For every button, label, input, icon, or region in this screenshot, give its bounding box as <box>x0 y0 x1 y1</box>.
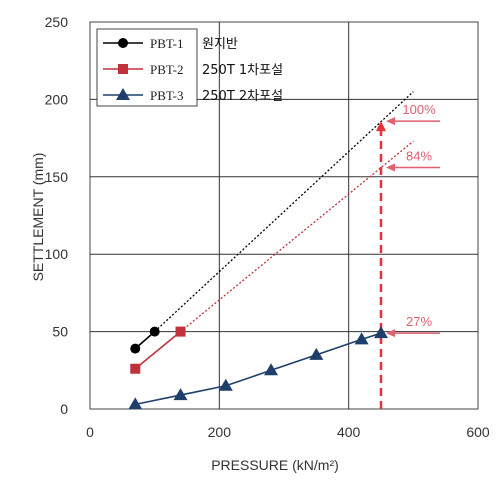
legend-entry-3: PBT-3 250T 2차포설 <box>103 88 283 104</box>
legend-series-name: PBT-2 <box>150 62 183 77</box>
annotations: 100% 84% 27% <box>386 102 440 338</box>
y-tick-label-150: 150 <box>45 169 69 185</box>
x-tick-labels: 0 200 400 600 <box>86 424 490 440</box>
plot-marks <box>128 91 414 409</box>
series-1-point-1 <box>130 343 141 354</box>
series-3-point-5 <box>309 347 324 360</box>
y-tick-label-100: 100 <box>45 246 69 262</box>
series-3-point-1 <box>128 397 143 409</box>
annotation-label: 100% <box>402 102 436 117</box>
series-2-line <box>134 330 182 370</box>
legend-entry-2: PBT-2 250T 1차포설 <box>103 62 283 78</box>
legend: PBT-1 원지반 PBT-2 250T 1차포설 PBT-3 250T 2차포설 <box>96 28 283 107</box>
legend-series-description: 원지반 <box>202 37 238 52</box>
legend-entries: PBT-1 원지반 PBT-2 250T 1차포설 PBT-3 250T 2차포설 <box>103 36 283 104</box>
annotation-label: 84% <box>406 149 432 164</box>
series-3-point-2 <box>173 388 188 401</box>
legend-series-name: PBT-3 <box>150 88 183 103</box>
x-tick-label-0: 0 <box>86 424 94 440</box>
y-tick-label-250: 250 <box>45 14 69 30</box>
reference-arrowhead <box>376 121 386 132</box>
series-2 <box>130 326 186 374</box>
series-3-point-6 <box>354 332 369 345</box>
legend-series-name: PBT-1 <box>150 36 183 51</box>
y-tick-label-0: 0 <box>60 401 68 417</box>
legend-swatch-marker <box>118 38 128 48</box>
legend-box <box>96 28 198 107</box>
series-2-point-2 <box>175 326 186 337</box>
series-3-point-3 <box>218 378 233 391</box>
y-tick-label-50: 50 <box>52 324 68 340</box>
legend-swatch-marker <box>118 64 128 74</box>
x-tick-label-200: 200 <box>208 424 232 440</box>
annotation-arrowhead <box>386 163 395 172</box>
series-3-point-4 <box>264 363 279 376</box>
legend-series-description: 250T 2차포설 <box>202 89 283 104</box>
series-1 <box>130 326 160 354</box>
series-1-point-2 <box>149 326 160 337</box>
x-tick-label-400: 400 <box>337 424 361 440</box>
annotation-label: 27% <box>406 314 432 329</box>
series-2-point-1 <box>130 363 141 374</box>
series-3-point-7 <box>374 326 388 339</box>
y-axis-title: SETTLEMENT (mm) <box>30 153 46 282</box>
legend-entry-1: PBT-1 원지반 <box>103 36 238 52</box>
legend-swatch-marker <box>116 88 130 100</box>
series-1-extrapolation <box>154 91 414 333</box>
annotation-1: 100% <box>386 102 440 126</box>
y-tick-label-200: 200 <box>45 91 69 107</box>
y-tick-labels: 0 50 100 150 200 250 <box>45 14 69 417</box>
annotation-arrowhead <box>386 117 395 126</box>
legend-series-description: 250T 1차포설 <box>202 63 283 78</box>
annotation-2: 84% <box>386 149 440 172</box>
annotation-arrowhead <box>386 329 395 338</box>
x-axis-title: PRESSURE (kN/m²) <box>211 457 339 473</box>
series-3 <box>128 326 388 409</box>
x-tick-label-600: 600 <box>466 424 490 440</box>
annotation-3: 27% <box>386 314 440 338</box>
